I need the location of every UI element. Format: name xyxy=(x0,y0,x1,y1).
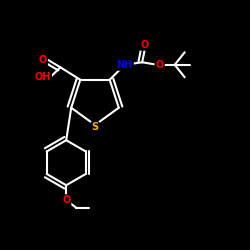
Text: O: O xyxy=(39,55,47,65)
Text: NH: NH xyxy=(116,60,133,70)
Text: OH: OH xyxy=(34,72,51,82)
Text: O: O xyxy=(140,40,149,50)
Text: O: O xyxy=(156,60,164,70)
Text: S: S xyxy=(92,122,98,132)
Text: O: O xyxy=(62,195,70,205)
